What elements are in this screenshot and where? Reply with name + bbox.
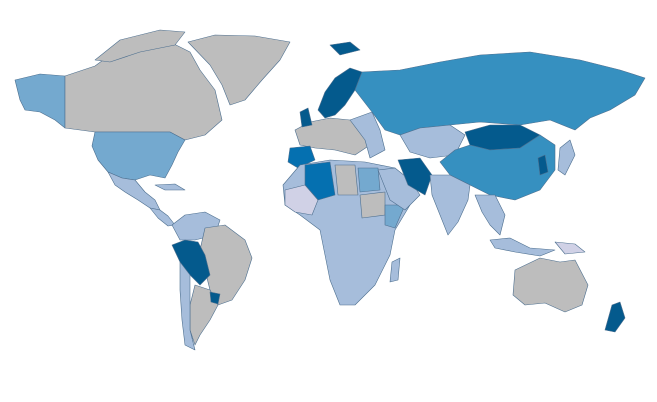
canadian-islands xyxy=(94,29,186,63)
britain xyxy=(299,107,313,128)
india xyxy=(429,174,471,236)
indonesia xyxy=(489,237,556,257)
japan xyxy=(557,139,576,176)
russia xyxy=(354,51,646,136)
alaska xyxy=(14,73,66,129)
chile xyxy=(179,261,196,351)
new-zealand xyxy=(604,301,626,333)
central-asia xyxy=(399,124,466,159)
united-states xyxy=(91,131,186,181)
madagascar xyxy=(389,257,401,283)
australia xyxy=(512,257,589,313)
canada xyxy=(64,41,223,141)
egypt xyxy=(357,167,381,193)
papua xyxy=(554,241,586,255)
greenland xyxy=(187,34,291,106)
iran xyxy=(397,157,433,196)
libya xyxy=(334,164,359,196)
korea xyxy=(537,154,549,176)
west-africa xyxy=(284,184,319,216)
svalbard xyxy=(329,41,361,56)
central-america xyxy=(149,207,176,227)
sudan xyxy=(359,191,386,219)
algeria xyxy=(304,161,336,201)
cuba xyxy=(154,183,186,191)
uruguay xyxy=(209,291,221,305)
arabia xyxy=(377,167,421,211)
scandinavia xyxy=(317,67,363,119)
southeast-asia xyxy=(474,194,506,236)
